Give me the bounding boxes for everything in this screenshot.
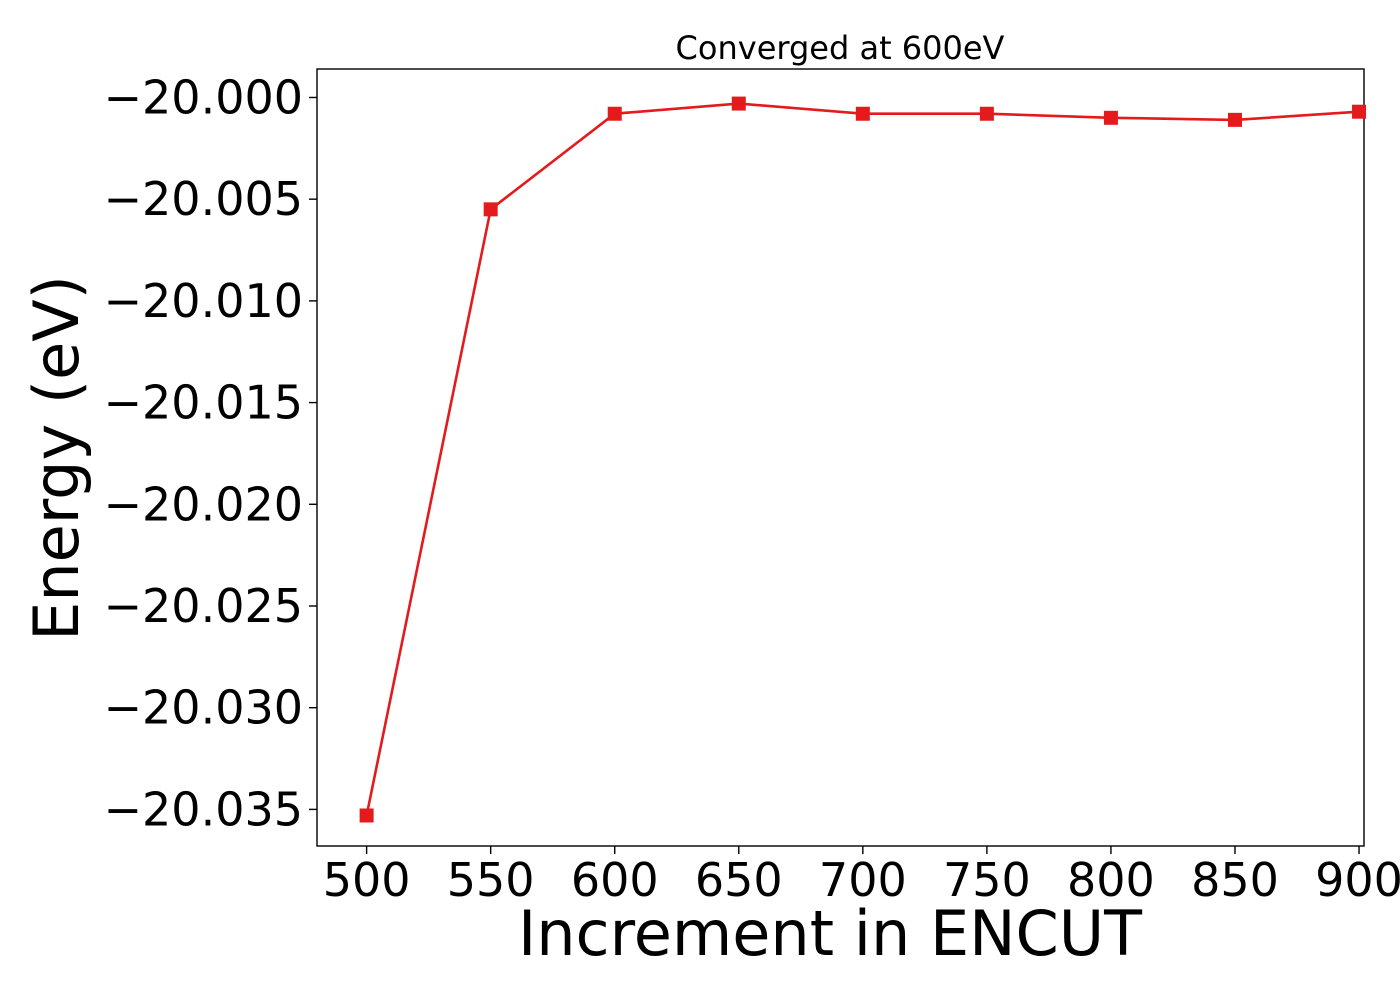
data-point-marker xyxy=(1103,110,1118,125)
y-axis-ticks: −20.000 −20.005 −20.010 −20.015 −20.020 −20.0… xyxy=(104,70,317,836)
x-tick-label: 600 xyxy=(571,853,659,907)
x-tick-label: 900 xyxy=(1315,853,1400,907)
plot-frame xyxy=(316,68,1365,847)
y-tick-label: −20.030 xyxy=(104,681,304,735)
data-point-marker xyxy=(1352,104,1367,119)
y-tick-label: −20.000 xyxy=(104,70,304,124)
y-tick-label: −20.005 xyxy=(104,172,304,226)
data-point-marker xyxy=(1227,112,1242,127)
data-point-marker xyxy=(483,202,498,217)
series-line xyxy=(365,102,1360,816)
x-tick-label: 650 xyxy=(695,853,783,907)
y-tick-label: −20.025 xyxy=(104,579,304,633)
y-tick-label: −20.035 xyxy=(104,782,304,836)
series-group xyxy=(359,96,1367,823)
data-point-marker xyxy=(731,96,746,111)
x-tick-label: 850 xyxy=(1191,853,1279,907)
data-point-marker xyxy=(979,106,994,121)
chart-title: Converged at 600eV xyxy=(676,29,1005,67)
x-tick-label: 700 xyxy=(819,853,907,907)
x-axis-title: Increment in ENCUT xyxy=(518,897,1143,970)
x-axis-ticks: 500 550 600 650 700 750 800 850 900 xyxy=(323,846,1400,907)
y-tick-label: −20.015 xyxy=(104,376,304,430)
y-tick-label: −20.020 xyxy=(104,477,304,531)
y-axis-title: Energy (eV) xyxy=(20,275,93,641)
y-tick-label: −20.010 xyxy=(104,274,304,328)
data-point-marker xyxy=(855,106,870,121)
data-point-marker xyxy=(607,106,622,121)
x-tick-label: 500 xyxy=(323,853,411,907)
data-point-marker xyxy=(359,808,374,823)
x-tick-label: 750 xyxy=(943,853,1031,907)
x-tick-label: 550 xyxy=(447,853,535,907)
x-tick-label: 800 xyxy=(1067,853,1155,907)
